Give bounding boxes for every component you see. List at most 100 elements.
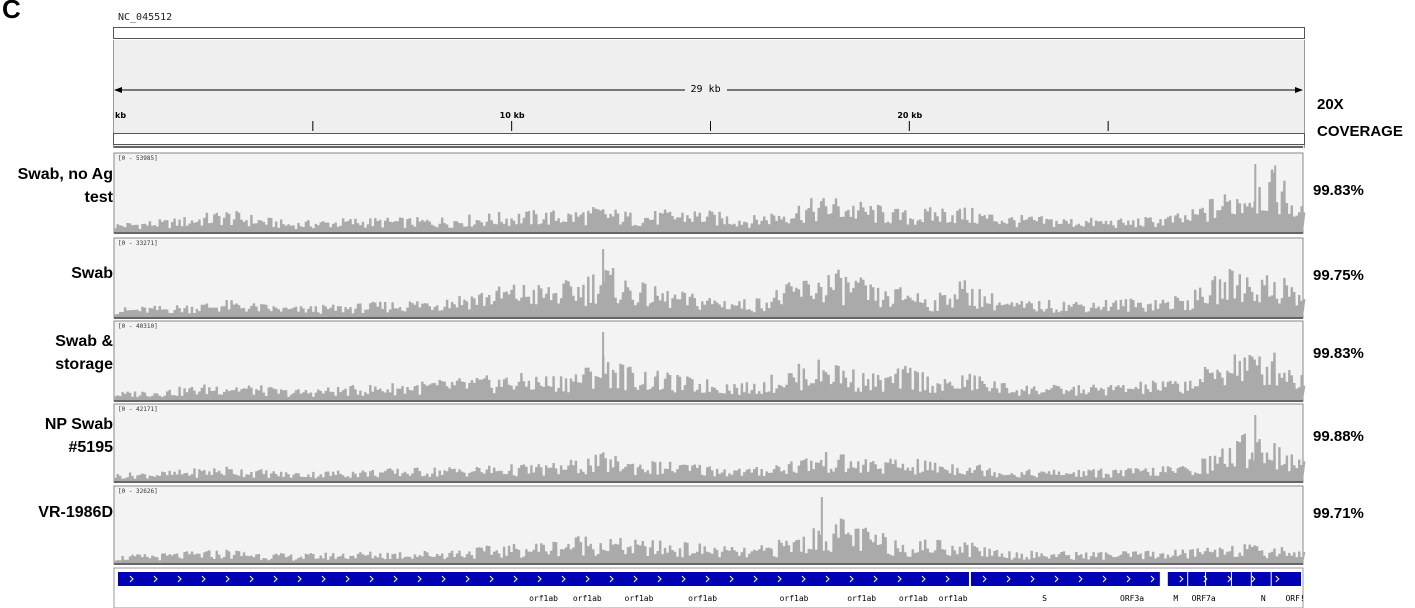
gene-label-4: orf1ab	[779, 594, 809, 603]
strand-arrow	[1227, 575, 1232, 583]
strand-arrow	[513, 575, 518, 583]
gene-label-0: orf1ab	[529, 594, 558, 603]
track-1-range: [0 - 33271]	[118, 240, 158, 247]
gene-block-0	[117, 572, 969, 586]
strand-arrow	[465, 575, 470, 583]
ruler-arrow-left	[114, 87, 122, 93]
strand-arrow	[249, 575, 254, 583]
strand-arrow	[777, 575, 782, 583]
coverage-value-0: 99.83%	[1313, 182, 1364, 199]
gene-label-12: N	[1260, 594, 1266, 603]
coverage-value-2: 99.83%	[1313, 345, 1364, 362]
coverage-header-line-1: 20X	[1317, 96, 1344, 113]
ruler-span-label: 29 kb	[684, 84, 727, 95]
strand-arrow	[729, 575, 734, 583]
strand-arrow	[489, 575, 494, 583]
sample-name-3: NP Swab #5195	[44, 416, 113, 456]
track-1-coverage-area	[114, 268, 1306, 317]
strand-arrow	[537, 575, 542, 583]
track-0-range: [0 - 53985]	[118, 155, 158, 162]
strand-arrow	[561, 575, 566, 583]
strand-arrow	[801, 575, 806, 583]
gene-label-8: S	[1042, 594, 1047, 603]
strand-arrow	[417, 575, 422, 583]
gene-label-1: orf1ab	[572, 594, 602, 603]
ruler-arrow-right	[1295, 87, 1303, 93]
strand-arrow	[201, 575, 206, 583]
strand-arrow	[153, 575, 158, 583]
track-2-range: [0 - 40310]	[118, 323, 158, 330]
strand-arrow	[609, 575, 614, 583]
sample-name-0: Swab, no Ag test	[17, 166, 113, 206]
sample-label-0: Swab, no Ag test	[0, 163, 113, 209]
coverage-header: 20X COVERAGE	[1317, 91, 1403, 145]
strand-arrow	[1006, 575, 1011, 583]
strand-arrow	[393, 575, 398, 583]
gene-label-2: orf1ab	[624, 594, 654, 603]
coverage-value-1: 99.75%	[1313, 267, 1364, 284]
coverage-header-line-2: COVERAGE	[1317, 123, 1403, 140]
gene-label-5: orf1ab	[847, 594, 877, 603]
sample-name-1: Swab	[71, 265, 113, 282]
gene-label-7: orf1ab	[938, 594, 968, 603]
gene-block-2	[1167, 572, 1302, 586]
strand-arrow	[705, 575, 710, 583]
track-2-coverage-area	[114, 352, 1306, 400]
strand-arrow	[1030, 575, 1035, 583]
strand-arrow	[873, 575, 878, 583]
strand-arrow	[273, 575, 278, 583]
track-0-coverage-area	[114, 169, 1306, 232]
strand-arrow	[1054, 575, 1059, 583]
strand-arrow	[1203, 575, 1208, 583]
strand-arrow	[1150, 575, 1155, 583]
strand-arrow	[1102, 575, 1107, 583]
ruler-tick-label-2: 20 kb	[897, 111, 923, 120]
track-3-coverage-area	[114, 433, 1306, 481]
strand-arrow	[1275, 575, 1280, 583]
track-4-range: [0 - 32626]	[118, 488, 158, 495]
strand-arrow	[297, 575, 302, 583]
strand-arrow	[921, 575, 926, 583]
gene-block-1	[970, 572, 1160, 586]
sample-label-4: VR-1986D	[38, 501, 113, 524]
gene-label-6: orf1ab	[898, 594, 928, 603]
panel-letter: C	[2, 0, 21, 24]
strand-arrow	[585, 575, 590, 583]
coverage-value-3: 99.88%	[1313, 428, 1364, 445]
gene-label-10: M	[1173, 594, 1179, 603]
strand-arrow	[945, 575, 950, 583]
gene-label-3: orf1ab	[688, 594, 718, 603]
strand-arrow	[441, 575, 446, 583]
gene-label-13: ORF!	[1285, 594, 1305, 603]
track-3-range: [0 - 42171]	[118, 406, 158, 413]
gene-label-11: ORF7a	[1191, 594, 1216, 603]
track-2-frame	[113, 320, 1304, 402]
ruler-tick-label-1: 10 kb	[499, 111, 525, 120]
coverage-value-4: 99.71%	[1313, 505, 1364, 522]
strand-arrow	[1179, 575, 1184, 583]
strand-arrow	[1251, 575, 1256, 583]
gene-label-9: ORF3a	[1120, 594, 1145, 603]
ruler-bottom-box	[113, 133, 1305, 145]
sample-name-4: VR-1986D	[38, 504, 113, 521]
strand-arrow	[225, 575, 230, 583]
strand-arrow	[345, 575, 350, 583]
ruler-tick-label-0: kb	[115, 111, 127, 120]
strand-arrow	[321, 575, 326, 583]
strand-arrow	[825, 575, 830, 583]
track-4-coverage-area	[114, 518, 1306, 563]
strand-arrow	[982, 575, 987, 583]
strand-arrow	[849, 575, 854, 583]
strand-arrow	[681, 575, 686, 583]
strand-arrow	[1078, 575, 1083, 583]
sample-label-1: Swab	[71, 262, 113, 285]
strand-arrow	[177, 575, 182, 583]
chromosome-ideogram	[113, 27, 1305, 39]
strand-arrow	[129, 575, 134, 583]
reference-name: NC_045512	[118, 12, 173, 23]
sample-label-3: NP Swab #5195	[0, 413, 113, 459]
sample-label-2: Swab & storage	[0, 330, 113, 376]
strand-arrow	[633, 575, 638, 583]
strand-arrow	[1126, 575, 1131, 583]
track-4-frame	[113, 485, 1304, 565]
